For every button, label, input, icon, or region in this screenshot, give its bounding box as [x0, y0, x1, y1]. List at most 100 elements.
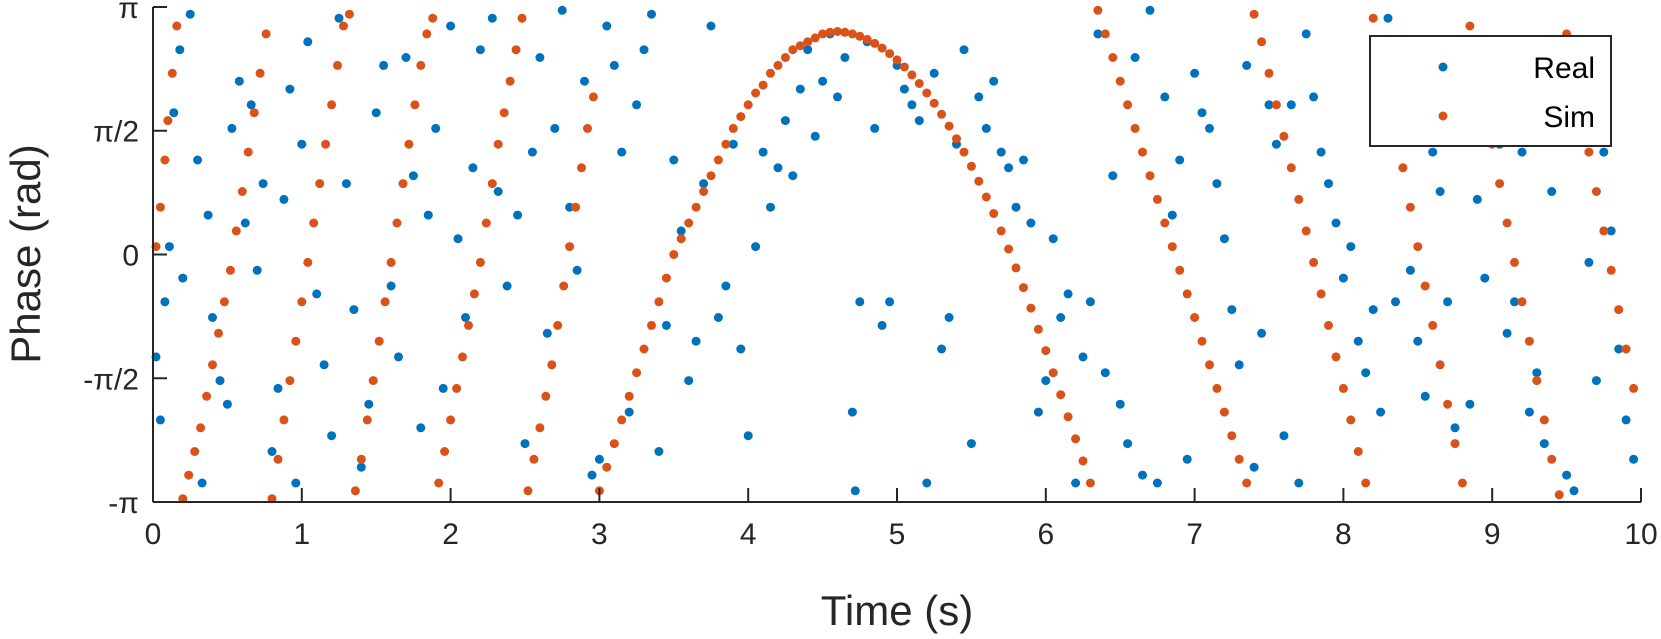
data-point-sim — [243, 147, 253, 157]
data-point-real — [885, 297, 895, 307]
data-point-real — [1093, 29, 1103, 39]
data-point-real — [996, 147, 1006, 157]
data-point-real — [1145, 5, 1155, 15]
data-point-sim — [1465, 21, 1475, 31]
data-point-sim — [237, 187, 247, 196]
data-point-sim — [559, 281, 569, 291]
legend-marker-real — [1438, 62, 1448, 72]
data-point-sim — [356, 454, 366, 464]
data-point-sim — [1405, 202, 1415, 212]
data-point-sim — [1123, 100, 1133, 110]
data-point-real — [974, 92, 984, 102]
data-point-real — [922, 478, 932, 488]
data-point-real — [1420, 391, 1430, 401]
data-point-real — [966, 439, 976, 449]
data-point-sim — [795, 41, 805, 51]
data-point-sim — [469, 289, 479, 299]
data-point-real — [227, 123, 237, 133]
data-point-sim — [452, 383, 462, 393]
data-point-real — [550, 123, 560, 133]
y-tick-label: -π — [108, 487, 139, 520]
data-point-sim — [344, 9, 354, 19]
data-point-sim — [475, 257, 485, 267]
data-point-sim — [1085, 478, 1095, 488]
data-point-sim — [493, 139, 503, 149]
data-point-real — [1138, 470, 1147, 480]
data-point-sim — [541, 391, 551, 401]
data-point-real — [587, 470, 597, 480]
data-point-sim — [458, 352, 467, 362]
data-point-real — [899, 84, 909, 94]
data-point-sim — [1346, 415, 1356, 425]
data-point-real — [736, 344, 746, 354]
data-point-sim — [208, 360, 217, 370]
data-point-real — [766, 202, 775, 212]
x-tick-label: 8 — [1335, 518, 1352, 551]
data-point-sim — [297, 297, 307, 307]
data-point-sim — [1614, 305, 1624, 315]
data-point-real — [907, 100, 917, 110]
data-point-real — [1249, 462, 1259, 472]
data-point-real — [1346, 242, 1356, 252]
data-point-real — [699, 179, 709, 189]
data-point-real — [364, 399, 374, 409]
data-point-real — [850, 486, 860, 496]
data-point-real — [1316, 147, 1326, 157]
x-tick-label: 10 — [1624, 518, 1657, 551]
data-point-sim — [167, 68, 177, 78]
data-point-sim — [892, 55, 902, 65]
data-point-sim — [464, 320, 473, 330]
data-point-real — [193, 155, 203, 165]
data-point-sim — [1130, 123, 1140, 133]
data-point-real — [728, 139, 738, 149]
data-point-sim — [404, 139, 414, 149]
data-point-real — [661, 320, 671, 330]
x-tick-label: 7 — [1186, 518, 1203, 551]
data-point-sim — [583, 123, 592, 133]
y-tick-label: -π/2 — [83, 363, 139, 396]
data-point-real — [1569, 486, 1579, 496]
data-point-sim — [1316, 289, 1326, 299]
data-point-real — [1629, 454, 1639, 464]
data-point-sim — [1152, 194, 1162, 204]
data-point-sim — [1093, 5, 1103, 15]
data-point-real — [1271, 139, 1281, 149]
data-point-sim — [1286, 163, 1296, 173]
data-point-real — [1152, 478, 1162, 488]
data-point-sim — [1160, 218, 1170, 228]
data-point-real — [394, 352, 403, 362]
data-point-sim — [380, 297, 390, 307]
data-point-sim — [362, 415, 372, 425]
data-point-sim — [944, 121, 954, 131]
data-point-sim — [577, 163, 586, 173]
data-point-real — [780, 116, 790, 126]
data-point-real — [602, 21, 612, 31]
data-point-sim — [914, 79, 924, 88]
data-point-sim — [966, 161, 976, 171]
data-point-real — [1405, 265, 1415, 275]
data-point-sim — [959, 147, 969, 157]
data-point-sim — [333, 60, 342, 70]
data-point-sim — [279, 415, 289, 425]
data-point-sim — [309, 218, 319, 228]
data-point-real — [989, 76, 999, 86]
data-point-sim — [1056, 390, 1066, 400]
data-point-sim — [929, 98, 939, 108]
data-point-sim — [1443, 399, 1453, 409]
y-axis-label: Phase (rad) — [2, 144, 49, 363]
data-point-sim — [368, 376, 378, 386]
data-point-sim — [632, 368, 642, 378]
data-point-real — [160, 297, 170, 307]
data-point-real — [1160, 92, 1170, 102]
data-point-sim — [202, 391, 212, 401]
data-point-sim — [810, 33, 820, 43]
data-point-real — [1591, 376, 1601, 386]
data-point-real — [164, 242, 174, 252]
data-point-sim — [996, 226, 1006, 236]
data-point-sim — [172, 21, 182, 31]
data-point-real — [297, 139, 307, 149]
data-point-real — [240, 218, 250, 228]
data-point-real — [1085, 297, 1095, 307]
data-point-sim — [1115, 76, 1125, 86]
data-point-real — [1614, 344, 1624, 354]
